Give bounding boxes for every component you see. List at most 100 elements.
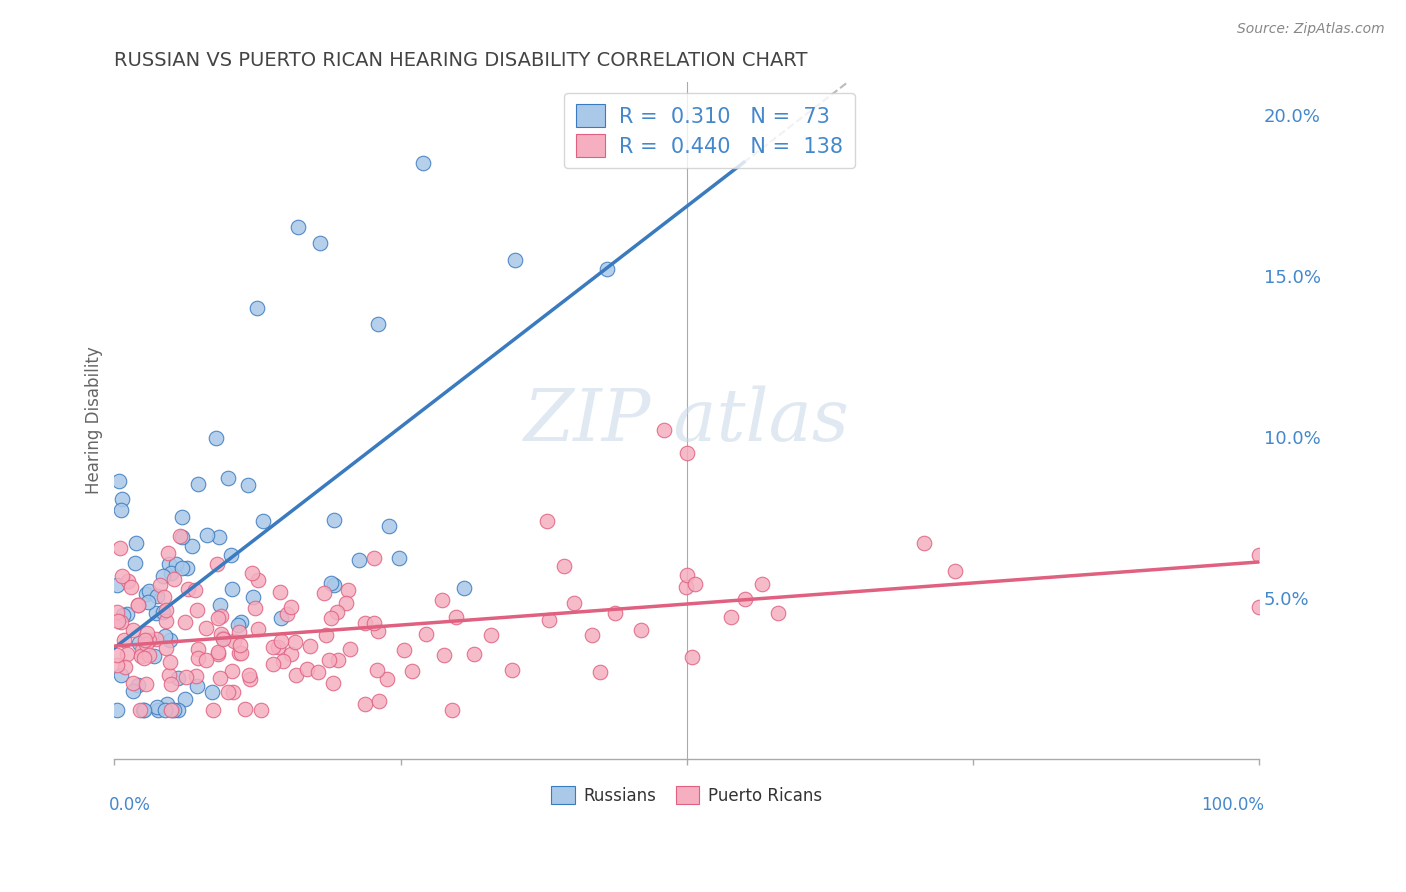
Point	[153, 590, 176, 604]
Point	[146, 699, 169, 714]
Point	[125, 536, 148, 550]
Point	[105, 648, 128, 662]
Point	[366, 663, 388, 677]
Point	[734, 592, 756, 607]
Point	[105, 577, 128, 591]
Point	[112, 632, 135, 647]
Point	[271, 654, 294, 668]
Point	[652, 423, 675, 437]
Point	[114, 659, 136, 673]
Point	[221, 685, 243, 699]
Point	[117, 574, 139, 589]
Point	[912, 536, 935, 550]
Point	[284, 668, 307, 682]
Point	[129, 648, 152, 663]
Point	[111, 491, 134, 506]
Point	[186, 651, 208, 665]
Point	[280, 599, 302, 614]
Point	[136, 626, 159, 640]
Point	[262, 640, 284, 654]
Point	[122, 623, 145, 637]
Point	[266, 640, 288, 655]
Point	[127, 678, 149, 692]
Point	[675, 446, 697, 460]
Point	[155, 603, 177, 617]
Point	[354, 615, 377, 630]
Point	[108, 474, 131, 488]
Point	[217, 471, 239, 485]
Point	[262, 657, 284, 672]
Point	[295, 662, 318, 676]
Point	[479, 628, 502, 642]
Point	[127, 599, 149, 613]
Point	[209, 609, 232, 624]
Point	[367, 317, 389, 331]
Point	[135, 587, 157, 601]
Point	[943, 564, 966, 578]
Point	[127, 598, 149, 612]
Point	[433, 648, 456, 662]
Point	[463, 648, 485, 662]
Point	[157, 668, 180, 682]
Point	[375, 673, 398, 687]
Point	[160, 703, 183, 717]
Point	[675, 580, 697, 594]
Point	[207, 611, 229, 625]
Point	[595, 262, 617, 277]
Point	[503, 252, 526, 267]
Point	[581, 628, 603, 642]
Point	[202, 703, 225, 717]
Point	[128, 636, 150, 650]
Point	[269, 584, 291, 599]
Point	[157, 546, 180, 560]
Point	[233, 702, 256, 716]
Point	[349, 552, 371, 566]
Point	[122, 676, 145, 690]
Point	[231, 646, 253, 660]
Point	[201, 684, 224, 698]
Point	[195, 653, 218, 667]
Point	[246, 623, 269, 637]
Point	[239, 672, 262, 686]
Point	[145, 632, 167, 647]
Point	[392, 642, 415, 657]
Point	[110, 667, 132, 681]
Point	[231, 615, 253, 629]
Point	[132, 703, 155, 717]
Point	[186, 603, 208, 617]
Point	[135, 637, 157, 651]
Point	[228, 638, 250, 652]
Point	[222, 634, 245, 648]
Point	[110, 503, 132, 517]
Point	[440, 703, 463, 717]
Point	[589, 665, 612, 679]
Point	[250, 703, 273, 717]
Y-axis label: Hearing Disability: Hearing Disability	[86, 347, 103, 494]
Point	[238, 668, 260, 682]
Point	[367, 624, 389, 639]
Point	[207, 529, 229, 543]
Point	[336, 583, 359, 598]
Point	[1247, 548, 1270, 562]
Point	[136, 595, 159, 609]
Point	[163, 572, 186, 586]
Point	[121, 684, 143, 698]
Point	[208, 598, 231, 612]
Point	[105, 657, 128, 672]
Point	[1247, 599, 1270, 614]
Point	[108, 541, 131, 555]
Point	[145, 589, 167, 603]
Point	[159, 557, 181, 571]
Point	[537, 614, 560, 628]
Point	[212, 632, 235, 646]
Point	[228, 646, 250, 660]
Point	[276, 607, 298, 621]
Point	[242, 590, 264, 604]
Point	[172, 561, 194, 575]
Point	[246, 301, 269, 315]
Point	[169, 528, 191, 542]
Point	[238, 478, 260, 492]
Point	[245, 600, 267, 615]
Point	[252, 514, 274, 528]
Point	[308, 665, 330, 679]
